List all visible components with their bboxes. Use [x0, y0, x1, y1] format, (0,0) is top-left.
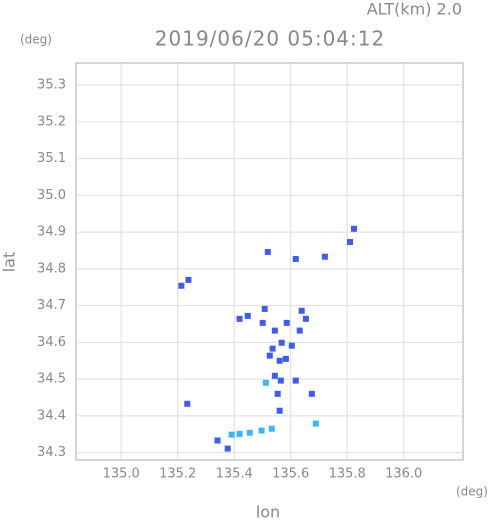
echo-point — [214, 437, 221, 444]
echo-point — [302, 315, 309, 322]
echo-point — [277, 377, 284, 384]
echo-point — [228, 431, 235, 438]
echo-point — [178, 282, 185, 289]
echo-point — [224, 445, 231, 452]
echo-point — [244, 312, 251, 319]
echo-point — [282, 355, 289, 362]
echo-point — [266, 352, 273, 359]
y-tick-label: 34.4 — [37, 408, 66, 423]
x-axis-label: lon — [256, 503, 280, 521]
echo-point — [288, 342, 295, 349]
x-tick-label: 135.2 — [159, 467, 196, 482]
echo-point — [308, 390, 315, 397]
echo-point — [276, 357, 283, 364]
echo-point — [236, 430, 243, 437]
y-unit: (deg) — [20, 33, 52, 47]
echo-point — [259, 319, 266, 326]
echo-point — [261, 305, 268, 312]
echo-point — [298, 307, 305, 314]
y-tick-label: 34.7 — [37, 298, 66, 313]
echo-point — [276, 407, 283, 414]
echo-point — [271, 372, 278, 379]
y-tick-label: 34.9 — [37, 225, 66, 240]
echo-point — [236, 315, 243, 322]
plot-frame — [75, 62, 464, 461]
echo-point — [264, 248, 271, 255]
y-tick-label: 34.8 — [37, 261, 66, 276]
echo-point — [262, 379, 269, 386]
echo-point — [296, 327, 303, 334]
x-tick-label: 136.0 — [385, 467, 422, 482]
echo-point — [246, 429, 253, 436]
echo-point — [274, 390, 281, 397]
echo-point — [283, 319, 290, 326]
y-tick-label: 35.2 — [37, 114, 66, 129]
x-tick-label: 135.0 — [103, 467, 140, 482]
echo-point — [347, 239, 354, 246]
echo-point — [278, 339, 285, 346]
echo-point — [292, 255, 299, 262]
subtitle: ALT(km) 2.0 — [367, 0, 462, 19]
echo-point — [292, 377, 299, 384]
echo-point — [258, 427, 265, 434]
y-tick-label: 35.3 — [37, 78, 66, 93]
x-unit: (deg) — [456, 485, 488, 499]
y-tick-label: 35.1 — [37, 151, 66, 166]
x-tick-label: 135.6 — [272, 467, 309, 482]
y-axis-label: lat — [0, 252, 19, 273]
echo-point — [350, 225, 357, 232]
x-tick-label: 135.4 — [216, 467, 253, 482]
y-tick-label: 34.3 — [37, 445, 66, 460]
echo-point — [185, 276, 192, 283]
x-tick-label: 135.8 — [329, 467, 366, 482]
echo-point — [271, 327, 278, 334]
echo-point — [312, 420, 319, 427]
echo-point — [321, 253, 328, 260]
echo-point — [184, 400, 191, 407]
y-tick-label: 35.0 — [37, 188, 66, 203]
y-tick-label: 34.5 — [37, 372, 66, 387]
chart-title: 2019/06/20 05:04:12 — [155, 27, 385, 51]
y-tick-label: 34.6 — [37, 335, 66, 350]
echo-point — [269, 345, 276, 352]
echo-point — [268, 425, 275, 432]
